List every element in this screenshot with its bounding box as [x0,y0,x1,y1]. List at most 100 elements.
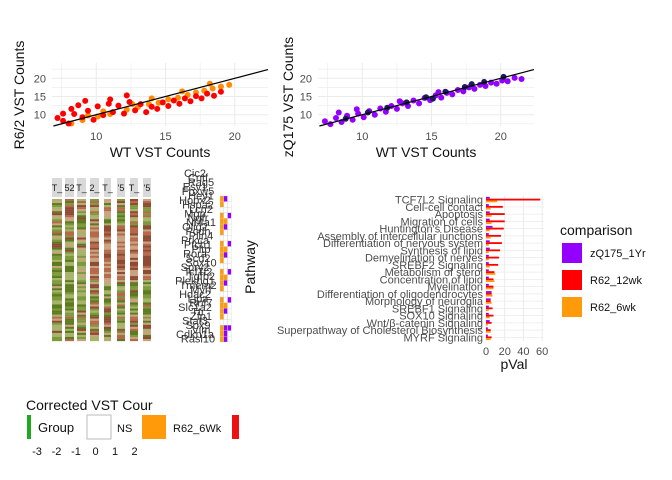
heatmap-cell [117,227,125,230]
heatmap-cell [130,267,138,271]
bar [486,330,491,333]
heatmap-cell [143,300,151,303]
heatmap-cell [77,225,86,228]
heatmap-row-label: Sox9 [185,320,210,332]
heatmap-cell [90,288,99,291]
heatmap-cell [130,270,138,273]
bar-category-label: Cell-cell contact [405,202,483,214]
heatmap-cell [77,219,86,222]
panel-a-point [175,94,181,101]
annotation-cell [219,296,224,303]
heatmap-cell [52,274,62,277]
heatmap-cell [104,282,111,285]
bar-marks [486,196,541,341]
heatmap-cell [52,278,62,281]
panel-b-point [504,78,511,85]
heatmap-cell [130,257,138,261]
group-color-swatch [27,415,31,439]
heatmap-column-header-box [52,178,62,197]
annotation-cell [223,336,228,343]
heatmap-cell [104,249,111,252]
annotation-cell [223,274,228,281]
heatmap-cell [117,259,125,263]
heatmap-cell [130,243,138,246]
heatmap-cell [104,201,111,204]
heatmap-cell [90,296,99,299]
annotation-cell [219,285,224,292]
annotation-cell [227,268,232,275]
bar [486,249,501,252]
heatmap-cell [130,302,138,305]
panel-b-x-tick-label: 15 [425,131,437,143]
bar [486,204,489,206]
heatmap-column-header-label: '5 [144,183,151,193]
annotation-cell [219,195,224,202]
heatmap-cell [77,261,86,265]
heatmap-cell [90,249,99,252]
heatmap-cell [143,217,151,220]
annotation-cell [227,212,232,219]
heatmap-row-label: Prkca [181,235,210,247]
heatmap-cell [143,233,151,236]
heatmap-cell [90,302,99,305]
heatmap-cell [130,288,138,291]
heatmap-cell [77,282,86,285]
pathway-annotation-strip [219,195,232,343]
heatmap-cell [65,302,74,305]
panel-a-point [132,107,139,114]
annotation-cell [223,229,228,236]
heatmap-cell [90,263,99,267]
heatmap-cell [130,306,138,309]
annotation-cell [223,212,228,219]
heatmap-cell [65,294,74,297]
heatmap-column-header-box [77,178,86,197]
heatmap-cell [65,338,74,342]
heatmap-cell [130,280,138,283]
panel-b-point [396,98,403,105]
heatmap-cell [77,288,86,291]
heatmap-cell [117,310,125,313]
heatmap-cell [117,201,125,204]
heatmap-cell [52,322,62,325]
heatmap-cell [143,219,151,222]
heatmap-cell [104,211,111,214]
heatmap-cell [90,326,99,329]
heatmap-row-label: Cic2 [184,168,206,180]
heatmap-legend-title: Corrected VST Cour [26,397,153,413]
heatmap-cell [90,284,99,287]
annotation-cell [219,212,224,219]
annotation-cell [219,240,224,247]
panel-a-point [60,117,67,124]
heatmap-cell [77,257,86,261]
heatmap-cell [117,261,125,265]
heatmap-cell [104,310,111,313]
heatmap-cell [65,296,74,299]
heatmap-row-label: Olig2 [182,222,208,234]
bar [486,298,491,301]
heatmap-cell [143,249,151,252]
panel-a-point [165,102,172,109]
heatmap-cell [52,233,62,236]
panel-a-point [198,95,205,102]
bar-category-label: Superpathway of Cholesterol Biosynthesis [277,325,484,337]
heatmap-row-label: Rasl10 [181,334,215,346]
heatmap-cell [104,215,111,218]
heatmap-cell [104,233,111,236]
heatmap-cell [117,304,125,307]
annotation-cell [223,268,228,275]
heatmap-row-label: Cdkn1a [176,329,215,341]
heatmap-row-label: Pltp [192,244,211,256]
heatmap-cell [52,259,62,263]
panel-b-x-axis-title: WT VST Counts [376,144,477,160]
heatmap-row-label: Rag5 [188,177,214,189]
heatmap-cell [90,221,99,224]
bar [486,234,501,237]
heatmap-cell [77,310,86,313]
heatmap-cell [130,235,138,238]
heatmap-cell [143,245,151,248]
heatmap-cell [65,237,74,240]
heatmap-cell [104,334,111,338]
bar [486,227,504,230]
heatmap-cell [65,270,74,273]
